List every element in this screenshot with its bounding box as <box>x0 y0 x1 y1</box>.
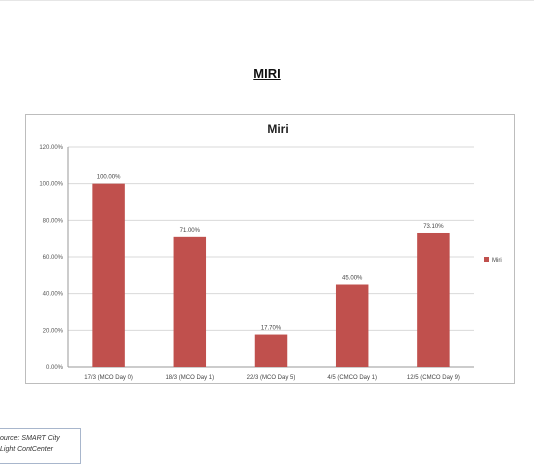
x-tick-label: 22/3 (MCO Day 5) <box>247 375 296 381</box>
top-rule <box>0 0 534 1</box>
chart-title: Miri <box>267 122 288 136</box>
y-tick-label: 20.00% <box>43 328 64 334</box>
x-tick-label: 18/3 (MCO Day 1) <box>165 375 214 381</box>
x-axis-labels: 17/3 (MCO Day 0) 18/3 (MCO Day 1) 22/3 (MC… <box>84 375 460 381</box>
bars <box>92 183 450 367</box>
source-line: Light ContCenter <box>0 446 53 453</box>
y-tick-label: 60.00% <box>43 255 64 261</box>
x-tick-label: 4/5 (CMCO Day 1) <box>327 375 377 381</box>
bar <box>254 334 288 367</box>
bar <box>335 284 369 367</box>
legend-swatch <box>484 257 489 262</box>
source-line: ource: SMART City <box>0 435 60 442</box>
bar <box>173 236 207 367</box>
data-labels: 100.00% 71.00% 17.70% 45.00% 73.10% <box>97 175 444 332</box>
page-heading: MIRI <box>253 66 281 81</box>
bar <box>417 232 450 367</box>
legend-label: Miri <box>492 258 502 264</box>
y-tick-label: 80.00% <box>43 218 64 224</box>
legend: Miri <box>484 257 502 264</box>
x-tick-label: 17/3 (MCO Day 0) <box>84 375 133 381</box>
y-tick-label: 40.00% <box>43 292 64 298</box>
data-label: 100.00% <box>97 175 121 181</box>
data-label: 17.70% <box>261 326 282 332</box>
bar <box>92 183 125 367</box>
y-axis-ticks: 0.00% 20.00% 40.00% 60.00% 80.00% 100.00% 120.… <box>39 145 63 371</box>
bar-chart: Miri 0.00% 20.00% 40.00% 60.00% 80.00% 100.00… <box>39 122 502 381</box>
source-note: ource: SMART City Light ContCenter <box>0 428 81 464</box>
x-tick-label: 12/5 (CMCO Day 9) <box>407 375 460 381</box>
data-label: 71.00% <box>180 228 201 234</box>
y-tick-label: 0.00% <box>46 365 64 371</box>
y-tick-label: 100.00% <box>39 182 63 188</box>
chart-frame: Miri 0.00% 20.00% 40.00% 60.00% 80.00% 100.00… <box>25 114 515 384</box>
data-label: 73.10% <box>423 224 444 230</box>
grid-lines <box>67 146 474 368</box>
y-tick-label: 120.00% <box>39 145 63 151</box>
data-label: 45.00% <box>342 276 363 282</box>
